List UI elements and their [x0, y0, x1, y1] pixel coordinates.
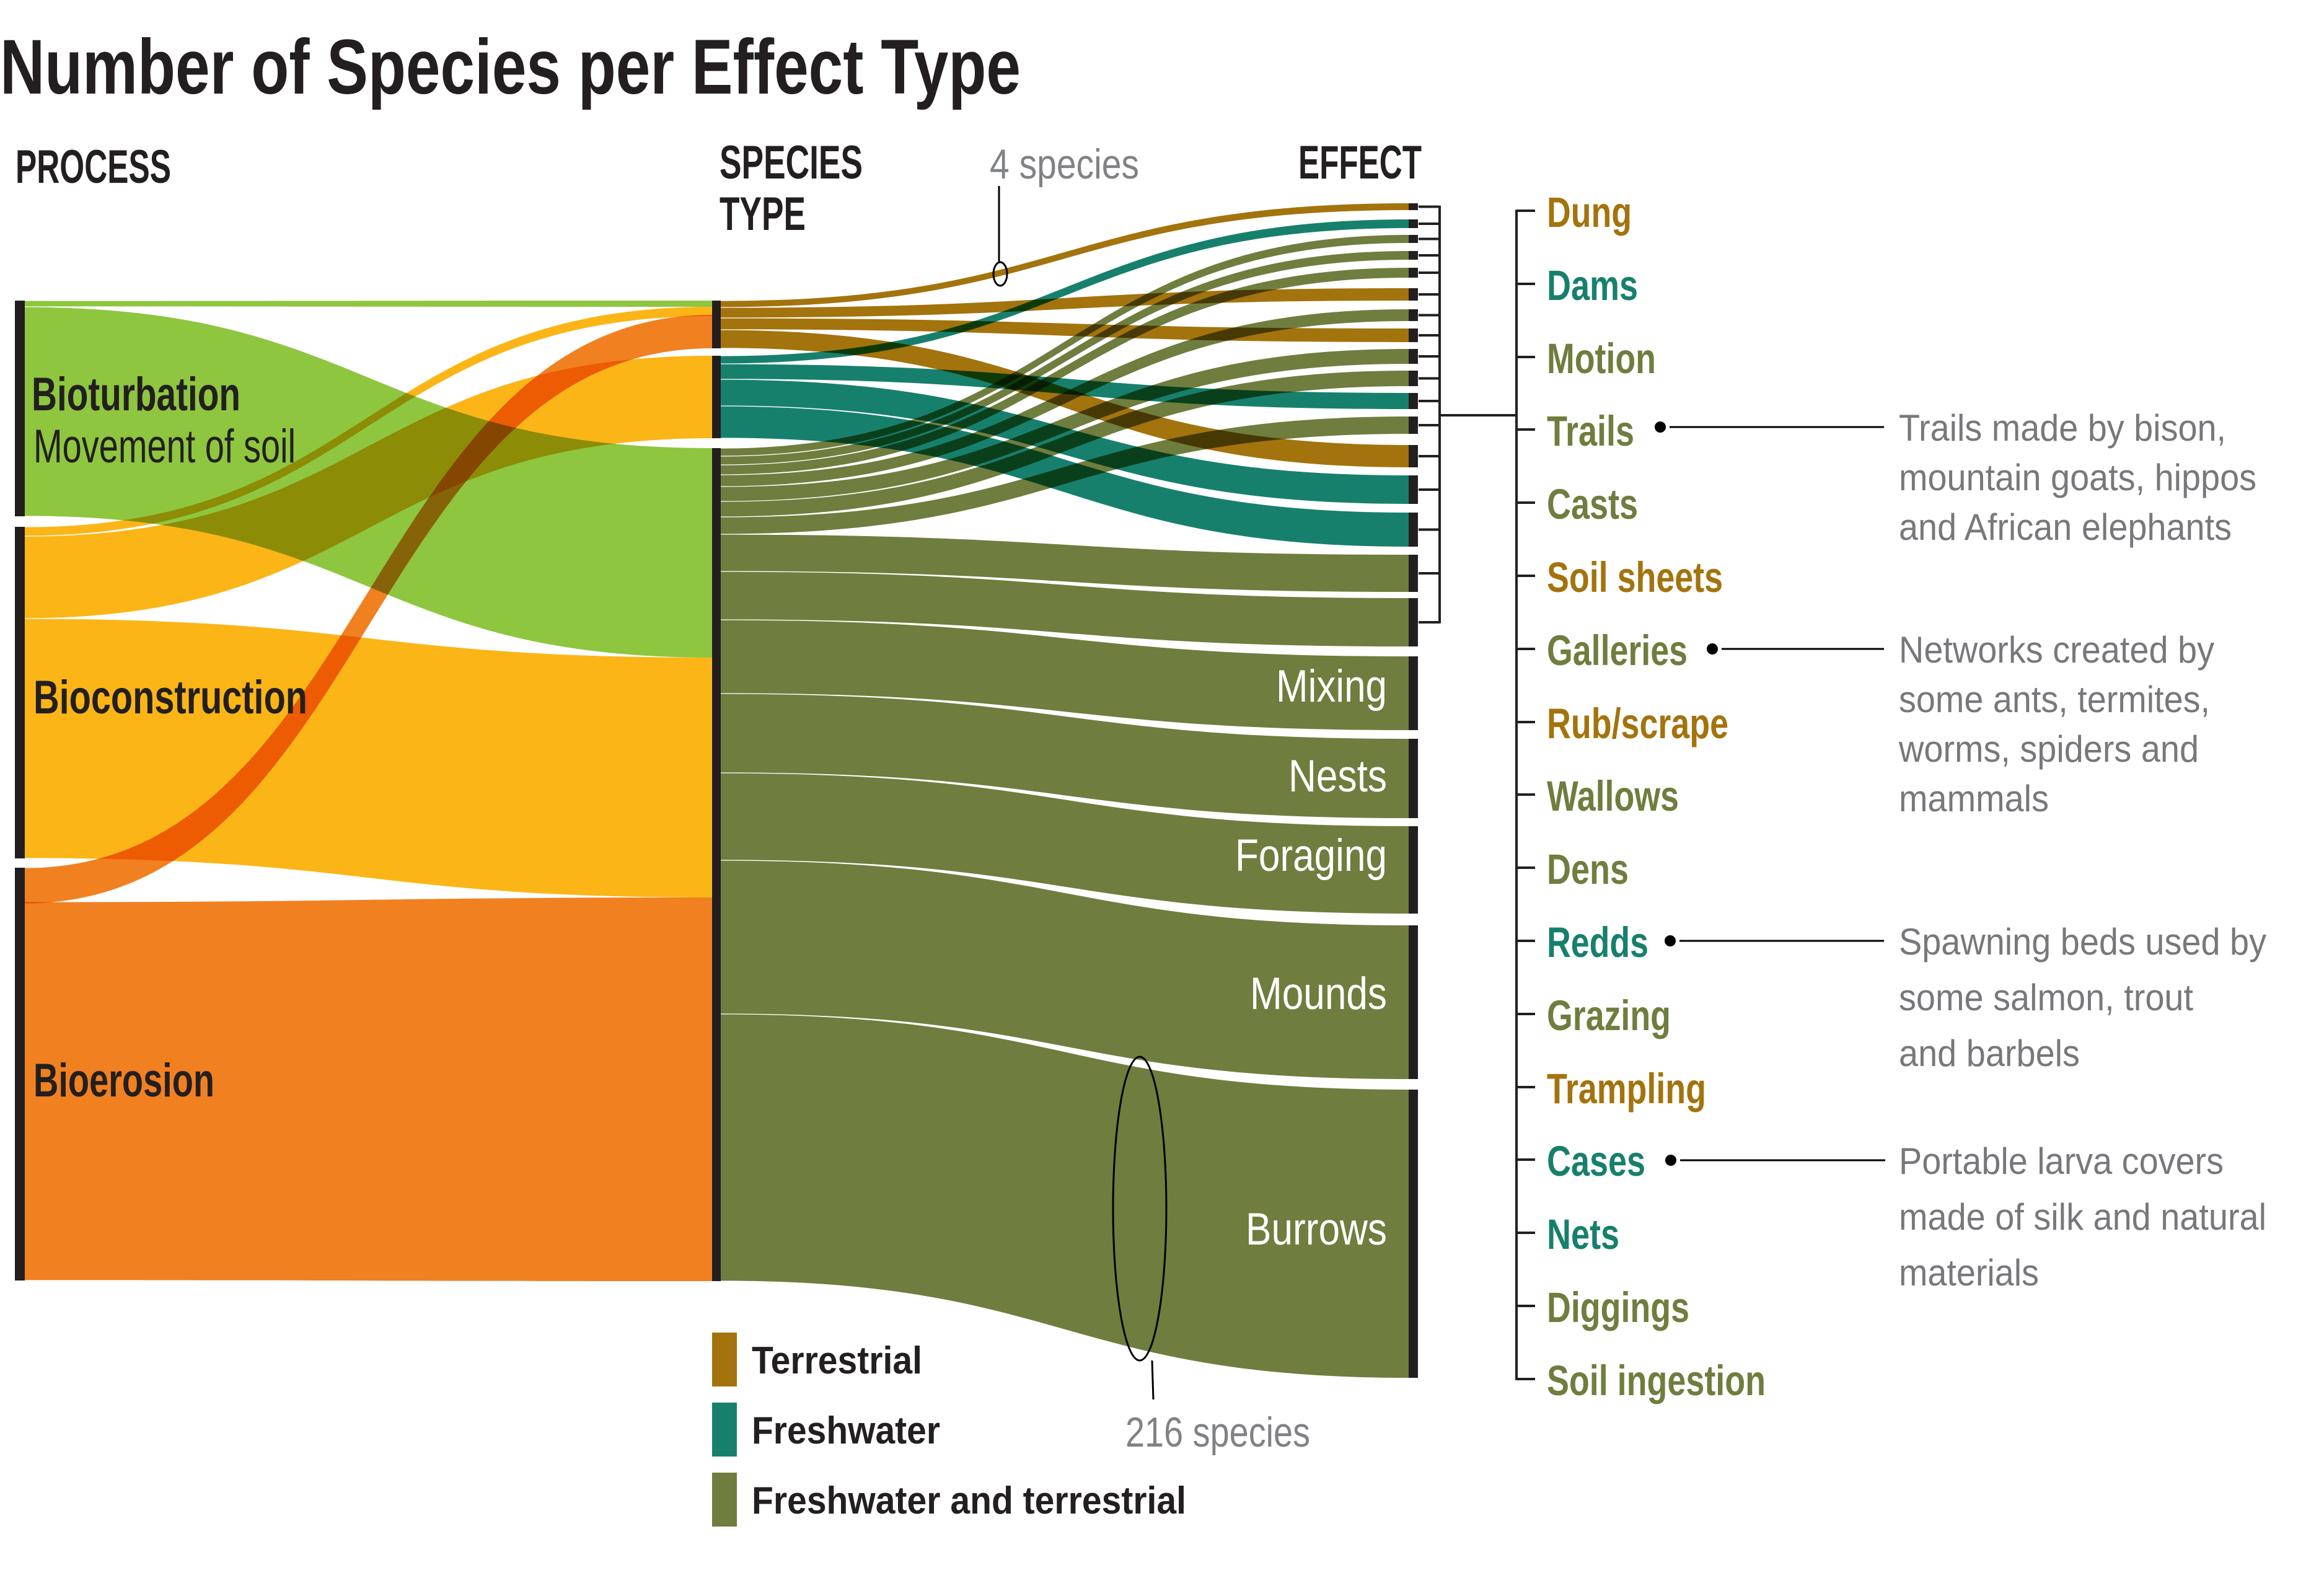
- svg-text:4 species: 4 species: [990, 141, 1139, 188]
- svg-text:TYPE: TYPE: [720, 188, 806, 240]
- svg-text:Portable larva covers: Portable larva covers: [1899, 1140, 2224, 1182]
- svg-text:Soil sheets: Soil sheets: [1547, 553, 1723, 601]
- svg-text:Galleries: Galleries: [1547, 627, 1688, 674]
- svg-text:Diggings: Diggings: [1547, 1284, 1689, 1331]
- svg-text:Nests: Nests: [1288, 751, 1387, 801]
- svg-text:Trampling: Trampling: [1547, 1065, 1706, 1113]
- svg-text:SPECIES: SPECIES: [720, 136, 863, 189]
- svg-text:worms, spiders and: worms, spiders and: [1898, 728, 2199, 770]
- svg-text:Dens: Dens: [1547, 845, 1629, 893]
- svg-text:some salmon, trout: some salmon, trout: [1899, 977, 2193, 1018]
- svg-text:Casts: Casts: [1547, 480, 1638, 528]
- svg-text:Bioconstruction: Bioconstruction: [33, 671, 307, 724]
- svg-text:and African elephants: and African elephants: [1899, 506, 2232, 548]
- svg-text:and barbels: and barbels: [1899, 1033, 2080, 1074]
- svg-text:Trails made by bison,: Trails made by bison,: [1899, 407, 2226, 449]
- svg-text:some ants, termites,: some ants, termites,: [1899, 679, 2210, 720]
- svg-text:Soil ingestion: Soil ingestion: [1547, 1357, 1766, 1404]
- svg-text:mammals: mammals: [1899, 778, 2049, 819]
- svg-text:Trails: Trails: [1547, 407, 1634, 455]
- svg-text:Dung: Dung: [1547, 188, 1632, 236]
- svg-text:Freshwater and terrestrial: Freshwater and terrestrial: [752, 1479, 1186, 1522]
- svg-text:mountain goats, hippos: mountain goats, hippos: [1899, 457, 2256, 498]
- svg-text:Movement of soil: Movement of soil: [33, 420, 296, 473]
- svg-text:Nets: Nets: [1547, 1210, 1619, 1258]
- svg-text:Bioerosion: Bioerosion: [33, 1054, 214, 1107]
- svg-text:Dams: Dams: [1547, 262, 1638, 309]
- svg-text:Freshwater: Freshwater: [752, 1409, 940, 1452]
- svg-text:Cases: Cases: [1547, 1137, 1645, 1185]
- svg-text:Redds: Redds: [1547, 919, 1648, 966]
- svg-text:PROCESS: PROCESS: [15, 141, 171, 193]
- svg-text:Spawning beds used by: Spawning beds used by: [1899, 921, 2266, 963]
- svg-text:Terrestrial: Terrestrial: [752, 1339, 922, 1382]
- svg-text:216 species: 216 species: [1125, 1409, 1310, 1456]
- svg-text:Rub/scrape: Rub/scrape: [1547, 700, 1728, 747]
- svg-text:materials: materials: [1899, 1252, 2039, 1294]
- svg-text:Burrows: Burrows: [1246, 1204, 1387, 1254]
- svg-text:Mounds: Mounds: [1250, 969, 1387, 1019]
- svg-text:Motion: Motion: [1547, 335, 1656, 382]
- svg-text:Foraging: Foraging: [1235, 831, 1387, 881]
- svg-text:Grazing: Grazing: [1547, 992, 1671, 1039]
- svg-text:Wallows: Wallows: [1547, 772, 1679, 820]
- svg-text:made of silk and natural: made of silk and natural: [1899, 1196, 2266, 1238]
- svg-text:Number of Species per Effect T: Number of Species per Effect Type: [0, 24, 1021, 110]
- svg-text:Bioturbation: Bioturbation: [32, 368, 240, 421]
- svg-text:EFFECT: EFFECT: [1298, 136, 1422, 189]
- svg-text:Mixing: Mixing: [1276, 661, 1387, 712]
- svg-text:Networks created by: Networks created by: [1899, 629, 2214, 671]
